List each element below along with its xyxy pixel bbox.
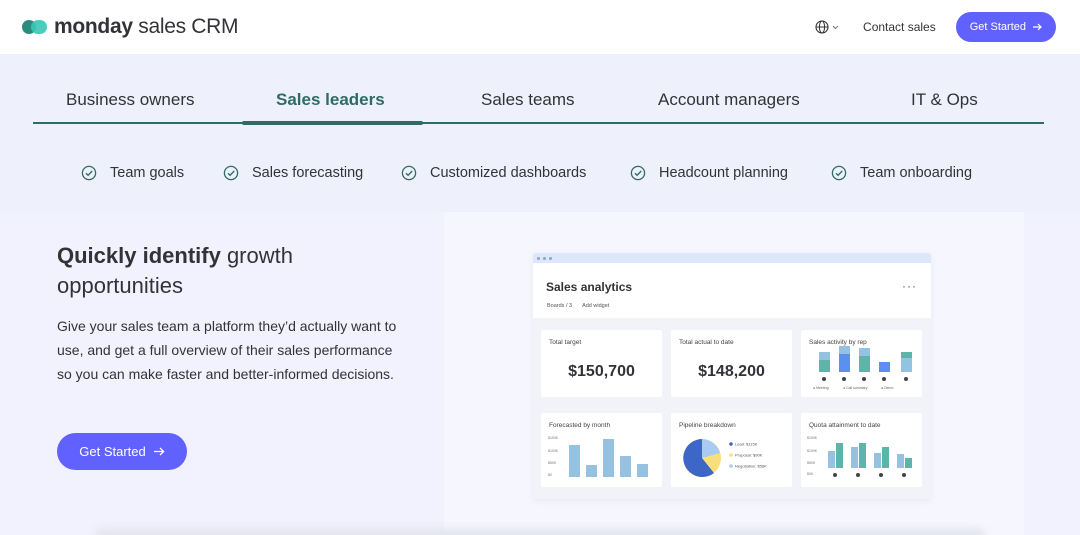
- feature-list: Team goals Sales forecasting Customized …: [0, 165, 1080, 187]
- tab-business-owners[interactable]: Business owners: [66, 90, 195, 109]
- dashboard-header: Sales analytics ··· Boards / 3 Add widge…: [533, 263, 931, 318]
- pipeline-proposal: Proposal: $90K: [735, 453, 763, 458]
- feature-label: Team onboarding: [860, 165, 973, 181]
- pipeline-label: Pipeline breakdown: [679, 422, 736, 429]
- feature-item: Headcount planning: [630, 165, 788, 181]
- check-circle-icon: [81, 165, 97, 181]
- add-widget-label: Add widget: [582, 303, 610, 309]
- window-bar: [533, 253, 931, 263]
- logo-mark-icon: [22, 18, 48, 36]
- feature-item: Customized dashboards: [401, 165, 586, 181]
- svg-text:$100K: $100K: [807, 449, 818, 453]
- pipeline-card: Pipeline breakdown Lead: $115K Proposal:…: [671, 413, 792, 487]
- quota-card: Quota attainment to date $150K $100K $50…: [801, 413, 922, 487]
- svg-text:$0K: $0K: [807, 472, 814, 476]
- feature-item: Team goals: [81, 165, 184, 181]
- tab-sales-leaders[interactable]: Sales leaders: [276, 90, 385, 109]
- hero-description: Give your sales team a platform they’d a…: [57, 318, 397, 382]
- quota-label: Quota attainment to date: [809, 422, 881, 429]
- language-selector[interactable]: [815, 20, 839, 34]
- top-navigation: monday sales CRM Contact sales Get Start…: [0, 0, 1080, 54]
- get-started-top-label: Get Started: [969, 21, 1026, 33]
- check-circle-icon: [401, 165, 417, 181]
- check-circle-icon: [831, 165, 847, 181]
- total-actual-value: $148,200: [698, 363, 765, 380]
- svg-text:$50K: $50K: [807, 461, 816, 465]
- check-circle-icon: [630, 165, 646, 181]
- total-target-card: Total target $150,700: [541, 330, 662, 397]
- svg-text:$100K: $100K: [548, 449, 559, 453]
- svg-text:$50K: $50K: [548, 461, 557, 465]
- chevron-down-icon: [832, 25, 839, 29]
- globe-icon: [815, 20, 829, 34]
- get-started-top-button[interactable]: Get Started: [955, 12, 1056, 42]
- svg-text:$150K: $150K: [548, 436, 559, 440]
- active-tab-indicator: [242, 121, 423, 125]
- tab-account-managers[interactable]: Account managers: [658, 90, 800, 109]
- legend-call-summary: ● Call summary: [843, 386, 868, 390]
- pipeline-pie-chart: Lead: $115K Proposal: $90K Negotiation: …: [683, 439, 767, 477]
- feature-label: Headcount planning: [659, 165, 788, 181]
- brand-logo[interactable]: monday sales CRM: [22, 15, 239, 39]
- sales-analytics-dashboard: Sales analytics ··· Boards / 3 Add widge…: [533, 253, 931, 499]
- check-circle-icon: [223, 165, 239, 181]
- forecast-card: Forecasted by month $150K $100K $50K $0: [541, 413, 662, 487]
- hero-title-rest: growth opportunities: [57, 243, 293, 298]
- sales-activity-label: Sales activity by rep: [809, 339, 867, 346]
- pipeline-lead: Lead: $115K: [735, 442, 758, 447]
- svg-text:$0: $0: [548, 473, 552, 477]
- sales-activity-card: Sales activity by rep ● Meeting ● Call s…: [801, 330, 922, 397]
- hero-title-bold: Quickly identify: [57, 243, 221, 268]
- contact-sales-link[interactable]: Contact sales: [863, 20, 936, 34]
- svg-text:$150K: $150K: [807, 436, 818, 440]
- feature-label: Team goals: [110, 165, 185, 181]
- total-target-value: $150,700: [568, 363, 635, 380]
- legend-meeting: ● Meeting: [813, 386, 829, 390]
- forecast-label: Forecasted by month: [549, 422, 611, 429]
- boards-label: Boards / 3: [547, 303, 573, 309]
- audience-tabs: Business owners Sales leaders Sales team…: [33, 82, 1044, 125]
- forecast-chart: $150K $100K $50K $0: [548, 436, 648, 477]
- arrow-right-icon: [1033, 23, 1042, 31]
- feature-label: Sales forecasting: [252, 165, 364, 181]
- section-shadow: [95, 528, 985, 535]
- tab-it-ops[interactable]: IT & Ops: [911, 90, 978, 109]
- arrow-right-icon: [153, 447, 165, 456]
- more-options-icon[interactable]: ···: [902, 279, 917, 293]
- brand-name-bold: monday: [54, 15, 133, 38]
- brand-name-rest: sales CRM: [132, 15, 239, 38]
- pipeline-negotiation: Negotiation: $56K: [735, 464, 767, 469]
- feature-item: Team onboarding: [831, 165, 972, 181]
- tab-sales-teams[interactable]: Sales teams: [481, 90, 575, 109]
- dashboard-title: Sales analytics: [546, 280, 633, 294]
- get-started-button[interactable]: Get Started: [57, 433, 187, 470]
- legend-demo: ● Demo: [881, 386, 893, 390]
- hero-title: Quickly identify growth opportunities: [57, 241, 357, 301]
- feature-item: Sales forecasting: [223, 165, 363, 181]
- quota-chart: $150K $100K $50K $0K: [807, 436, 912, 477]
- sales-activity-chart: ● Meeting ● Call summary ● Demo: [813, 346, 912, 390]
- get-started-label: Get Started: [79, 444, 146, 459]
- total-actual-label: Total actual to date: [679, 339, 734, 346]
- total-target-label: Total target: [549, 339, 582, 346]
- total-actual-card: Total actual to date $148,200: [671, 330, 792, 397]
- feature-label: Customized dashboards: [430, 165, 587, 181]
